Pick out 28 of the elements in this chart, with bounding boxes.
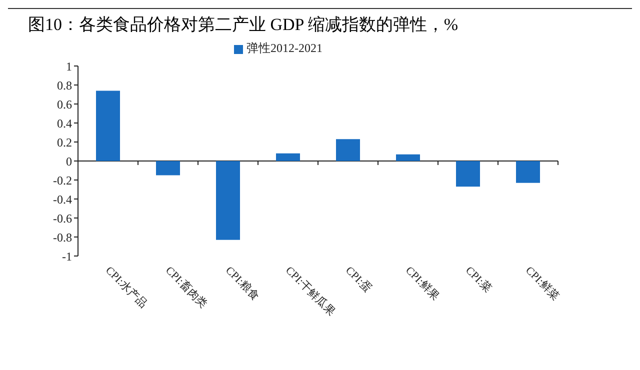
y-tick-label: 0.8 bbox=[57, 78, 72, 92]
x-tick-label: CPI:鲜果 bbox=[403, 264, 442, 303]
y-tick-label: -1 bbox=[62, 249, 72, 264]
y-tick-label: 0.6 bbox=[57, 97, 72, 112]
bar bbox=[96, 90, 120, 161]
y-tick-label: 0.2 bbox=[57, 135, 72, 150]
bar bbox=[156, 161, 180, 176]
y-tick-label: 1 bbox=[66, 59, 72, 74]
x-tick-label: CPI:干鲜瓜果 bbox=[283, 264, 338, 318]
bar bbox=[276, 153, 300, 161]
x-tick-label: CPI:畜肉类 bbox=[163, 264, 210, 311]
y-tick-label: 0.4 bbox=[57, 116, 72, 130]
chart-title: 图10：各类食品价格对第二产业 GDP 缩减指数的弹性，% bbox=[8, 8, 632, 36]
y-tick-label: 0 bbox=[66, 154, 72, 168]
y-tick-label: -0.6 bbox=[53, 211, 72, 226]
x-tick-label: CPI:鲜菜 bbox=[523, 264, 562, 303]
bar bbox=[396, 154, 420, 161]
y-tick-label: -0.4 bbox=[53, 192, 72, 206]
bar bbox=[456, 161, 480, 187]
x-tick-label: CPI:粮食 bbox=[223, 264, 262, 303]
x-tick-label: CPI:蛋 bbox=[343, 264, 374, 296]
legend-label: 弹性2012-2021 bbox=[246, 41, 322, 55]
bar bbox=[216, 161, 240, 240]
y-tick-label: -0.8 bbox=[53, 230, 72, 244]
bar bbox=[516, 161, 540, 183]
y-tick-label: -0.2 bbox=[53, 173, 72, 188]
x-tick-label: CPI:水产品 bbox=[103, 264, 150, 311]
bar bbox=[336, 139, 360, 161]
